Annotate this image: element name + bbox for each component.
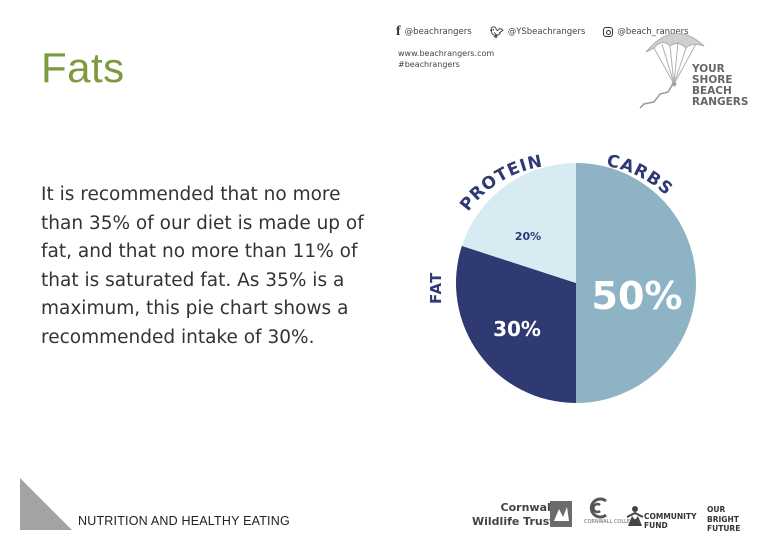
pie-slice-protein [461, 163, 576, 283]
instagram-handle: @beach_rangers [617, 27, 689, 37]
twitter-link[interactable]: 🐦︎ @YSbeachrangers [490, 26, 586, 39]
obf-line-2: BRIGHT [707, 514, 739, 524]
logo-line: SHORE [692, 74, 733, 86]
slice-label-fat: FAT [427, 272, 445, 304]
facebook-icon: f [396, 24, 401, 39]
beach-rangers-logo-icon [639, 32, 705, 109]
community-fund-label: COMMUNITY FUND [644, 512, 697, 530]
cf-line-2: FUND [644, 521, 668, 530]
instagram-link[interactable]: @beach_rangers [603, 27, 689, 37]
logo-line: YOUR [692, 63, 725, 75]
logo-line: RANGERS [692, 96, 749, 108]
slice-value-fat: 30% [493, 317, 541, 341]
body-paragraph: It is recommended that no more than 35% … [41, 184, 364, 348]
twitter-handle: @YSbeachrangers [507, 27, 586, 37]
hashtag: #beachrangers [398, 60, 460, 69]
pie-slice-carbs [576, 163, 696, 403]
slice-value-carbs: 50% [592, 274, 683, 318]
logo-wordmark: YOUR SHORE BEACH RANGERS [692, 64, 748, 108]
cornwall-college-label: CORNWALL COLLEGE [584, 519, 638, 525]
pie-slice-fat [456, 245, 576, 403]
our-bright-future-logo: OUR BRIGHT FUTURE [707, 505, 740, 534]
wildlife-trust-badge-icon [550, 501, 572, 527]
cwt-line-1: Cornwall [500, 501, 555, 514]
facebook-link[interactable]: f @beachrangers [396, 24, 472, 40]
instagram-icon [603, 27, 614, 37]
cwt-line-2: Wildlife Trust [472, 515, 555, 528]
logo-line: BEACH [692, 85, 732, 97]
slide-title: Fats [41, 44, 125, 91]
corner-triangle [20, 478, 72, 530]
cornwall-college-icon [589, 497, 607, 519]
obf-line-3: FUTURE [707, 524, 741, 533]
pie-chart: PROTEIN CARBS FAT 20% 30% 50% [427, 151, 696, 403]
community-fund-icon [626, 506, 644, 526]
cornwall-wildlife-trust-logo: Cornwall Wildlife Trust [472, 501, 555, 529]
facebook-handle: @beachrangers [404, 27, 472, 37]
twitter-icon: 🐦︎ [489, 25, 504, 39]
cf-line-1: COMMUNITY [644, 512, 697, 521]
web-info: www.beachrangers.com #beachrangers [398, 48, 494, 70]
obf-line-1: OUR [707, 505, 726, 514]
website-link[interactable]: www.beachrangers.com [398, 49, 495, 58]
footer-label: NUTRITION AND HEALTHY EATING [78, 514, 290, 528]
slice-value-protein: 20% [515, 230, 541, 243]
social-links: f @beachrangers 🐦︎ @YSbeachrangers @beac… [396, 24, 707, 40]
